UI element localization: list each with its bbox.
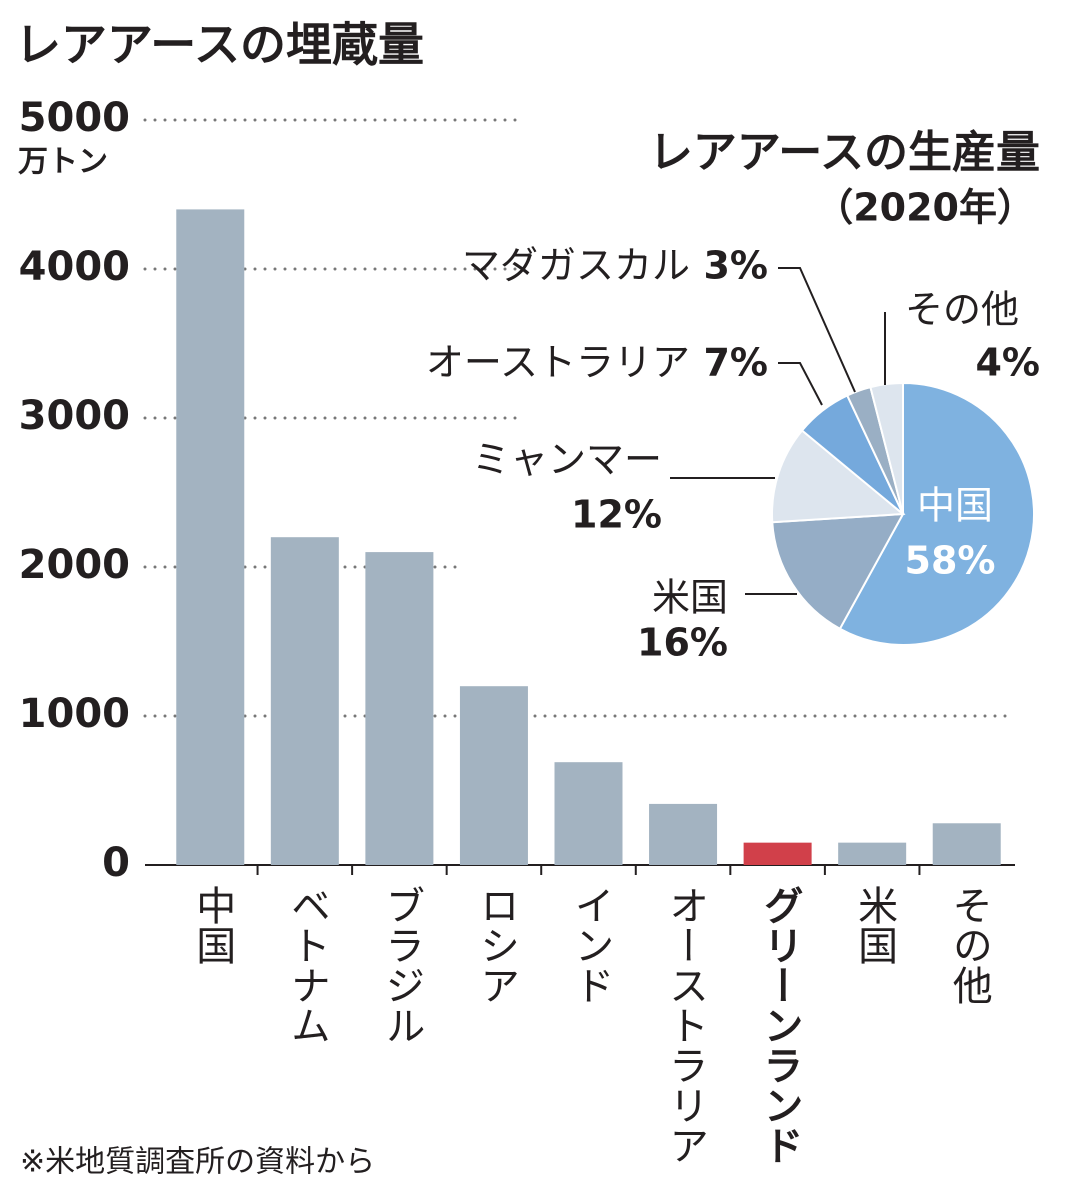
x-tick-label: その他 xyxy=(946,885,993,1005)
pie-value-label: 7% xyxy=(703,341,768,385)
pie-slice xyxy=(838,381,1035,646)
x-tick-label: 米国 xyxy=(851,885,897,965)
bar xyxy=(649,803,718,865)
bar xyxy=(838,842,907,865)
pie-value-label: 4% xyxy=(975,341,1040,385)
bar xyxy=(554,762,623,865)
x-tick-label: ロシア xyxy=(473,885,519,1005)
pie-label: その他 xyxy=(905,288,1019,332)
x-tick-label: 中国 xyxy=(189,885,235,965)
leader-line xyxy=(778,362,823,406)
pie-label: オーストラリア xyxy=(426,341,690,385)
pie-label: ミャンマー xyxy=(472,438,662,482)
pie-subtitle: （2020年） xyxy=(815,186,1035,230)
pie-slice xyxy=(771,429,906,524)
y-tick-label: 2000 xyxy=(19,542,130,588)
y-tick-label: 3000 xyxy=(19,393,130,439)
x-tick-label: グリーンランド xyxy=(757,885,803,1165)
pie-slice xyxy=(771,512,905,631)
pie-value-label: 16% xyxy=(637,621,728,665)
bar xyxy=(270,537,339,865)
x-tick-label: オーストラリア xyxy=(662,885,708,1165)
bar xyxy=(743,842,812,865)
bar xyxy=(459,686,528,865)
x-tick-label: ブラジル xyxy=(378,885,424,1045)
pie-label: 米国 xyxy=(652,576,728,620)
y-tick-label: 4000 xyxy=(19,244,130,290)
note: ※米地質調査所の資料から xyxy=(20,1145,375,1180)
bar-title: レアアースの埋蔵量 xyxy=(15,18,424,72)
bar xyxy=(365,552,434,865)
x-tick-label: ベトナム xyxy=(284,885,330,1045)
y-tick-label: 0 xyxy=(102,840,130,886)
y-tick-label: 5000 xyxy=(19,95,130,141)
bar xyxy=(932,823,1001,865)
pie-value-label: 3% xyxy=(703,244,768,288)
pie-title: レアアースの生産量 xyxy=(649,127,1040,178)
bar xyxy=(176,209,245,865)
pie-slice xyxy=(869,381,904,515)
pie-value-label: 12% xyxy=(571,493,662,537)
pie-label: 中国 xyxy=(917,484,993,528)
x-tick-label: インド xyxy=(568,885,614,1005)
y-tick-label: 1000 xyxy=(19,691,130,737)
y-unit: 万トン xyxy=(18,145,108,180)
leader-line xyxy=(778,267,856,393)
pie-value-label: 58% xyxy=(905,539,996,583)
pie-label: マダガスカル xyxy=(462,244,690,288)
